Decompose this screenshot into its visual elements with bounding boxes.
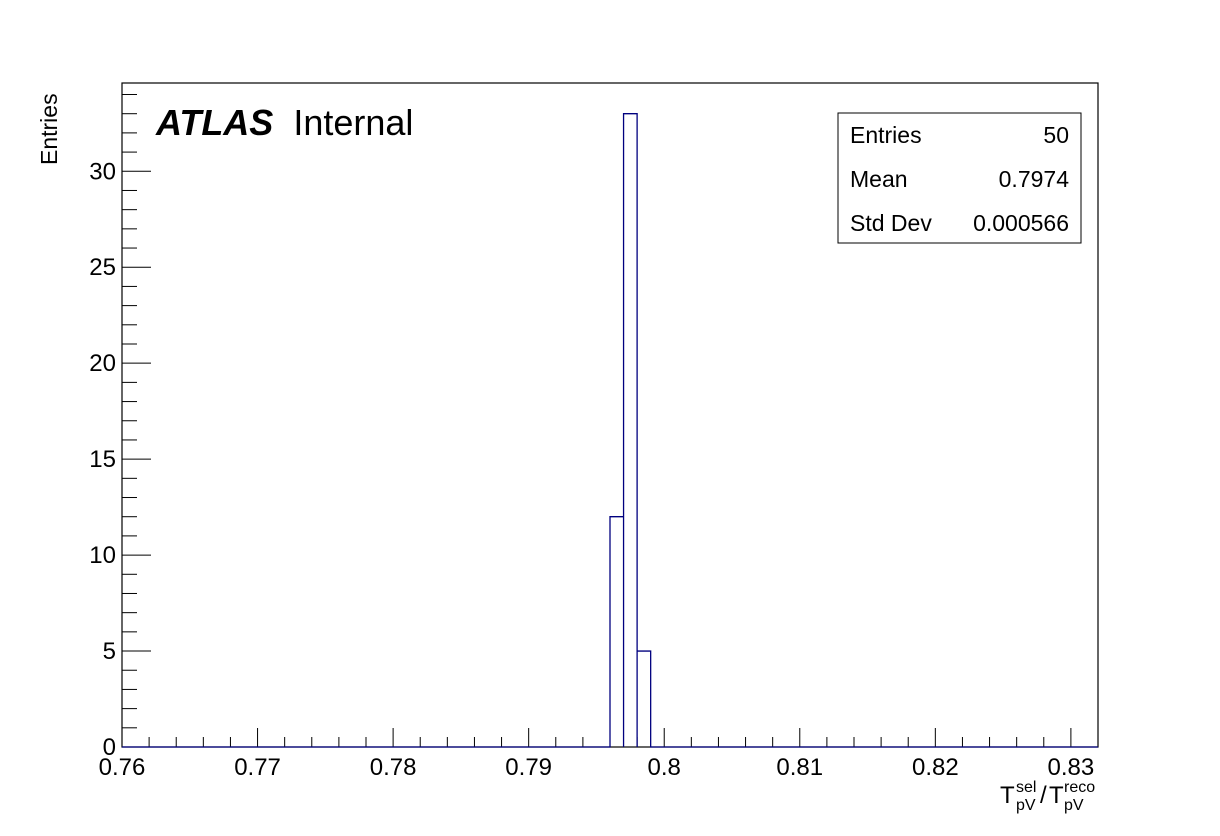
- x-axis: 0.76 0.77 0.78 0.79 0.8 0.81 0.82 0.83: [99, 728, 1099, 781]
- stats-entries-value: 50: [1043, 122, 1069, 148]
- y-tick-label: 10: [89, 542, 116, 569]
- x-tick-label: 0.76: [99, 754, 146, 781]
- y-tick-label: 5: [103, 638, 116, 665]
- y-tick-label: 15: [89, 446, 116, 473]
- x-tick-label: 0.77: [234, 754, 281, 781]
- x-title-sub: pV: [1016, 797, 1036, 814]
- stats-entries-label: Entries: [850, 122, 922, 148]
- atlas-label-bold: ATLAS: [155, 102, 273, 143]
- y-axis-title: Entries: [36, 93, 62, 165]
- x-title-sub2: pV: [1064, 797, 1084, 814]
- histogram-bin: [624, 114, 638, 747]
- stats-stddev-label: Std Dev: [850, 210, 932, 236]
- x-title-sup: sel: [1016, 779, 1036, 796]
- y-tick-label: 30: [89, 158, 116, 185]
- y-axis: 0 5 10 15 20 25 30: [89, 94, 151, 761]
- x-tick-label: 0.78: [370, 754, 417, 781]
- x-tick-label: 0.81: [776, 754, 823, 781]
- x-title-sup2: reco: [1064, 779, 1095, 796]
- histogram-bin: [637, 651, 651, 747]
- x-tick-label: 0.83: [1048, 754, 1095, 781]
- stats-box-frame: [837, 112, 1082, 244]
- x-tick-label: 0.79: [505, 754, 552, 781]
- x-tick-label: 0.82: [912, 754, 959, 781]
- stats-stddev-value: 0.000566: [973, 210, 1069, 236]
- x-axis-title: T sel pV / T reco pV: [1000, 779, 1095, 814]
- x-tick-label: 0.8: [648, 754, 681, 781]
- y-tick-label: 0: [103, 734, 116, 761]
- y-tick-label: 20: [89, 350, 116, 377]
- atlas-label: ATLAS Internal: [155, 102, 413, 143]
- histogram-outline: [122, 113, 1098, 748]
- histogram-series: [122, 113, 1098, 748]
- x-title-separator: /: [1040, 782, 1047, 809]
- x-title-base: T: [1000, 782, 1015, 809]
- x-title-base2: T: [1049, 782, 1064, 809]
- y-tick-label: 25: [89, 254, 116, 281]
- stats-mean-value: 0.7974: [999, 166, 1070, 192]
- stats-box: Entries 50 Mean 0.7974 Std Dev 0.000566: [837, 112, 1082, 244]
- atlas-label-normal: Internal: [293, 102, 413, 143]
- stats-mean-label: Mean: [850, 166, 908, 192]
- histogram-bin: [610, 517, 624, 747]
